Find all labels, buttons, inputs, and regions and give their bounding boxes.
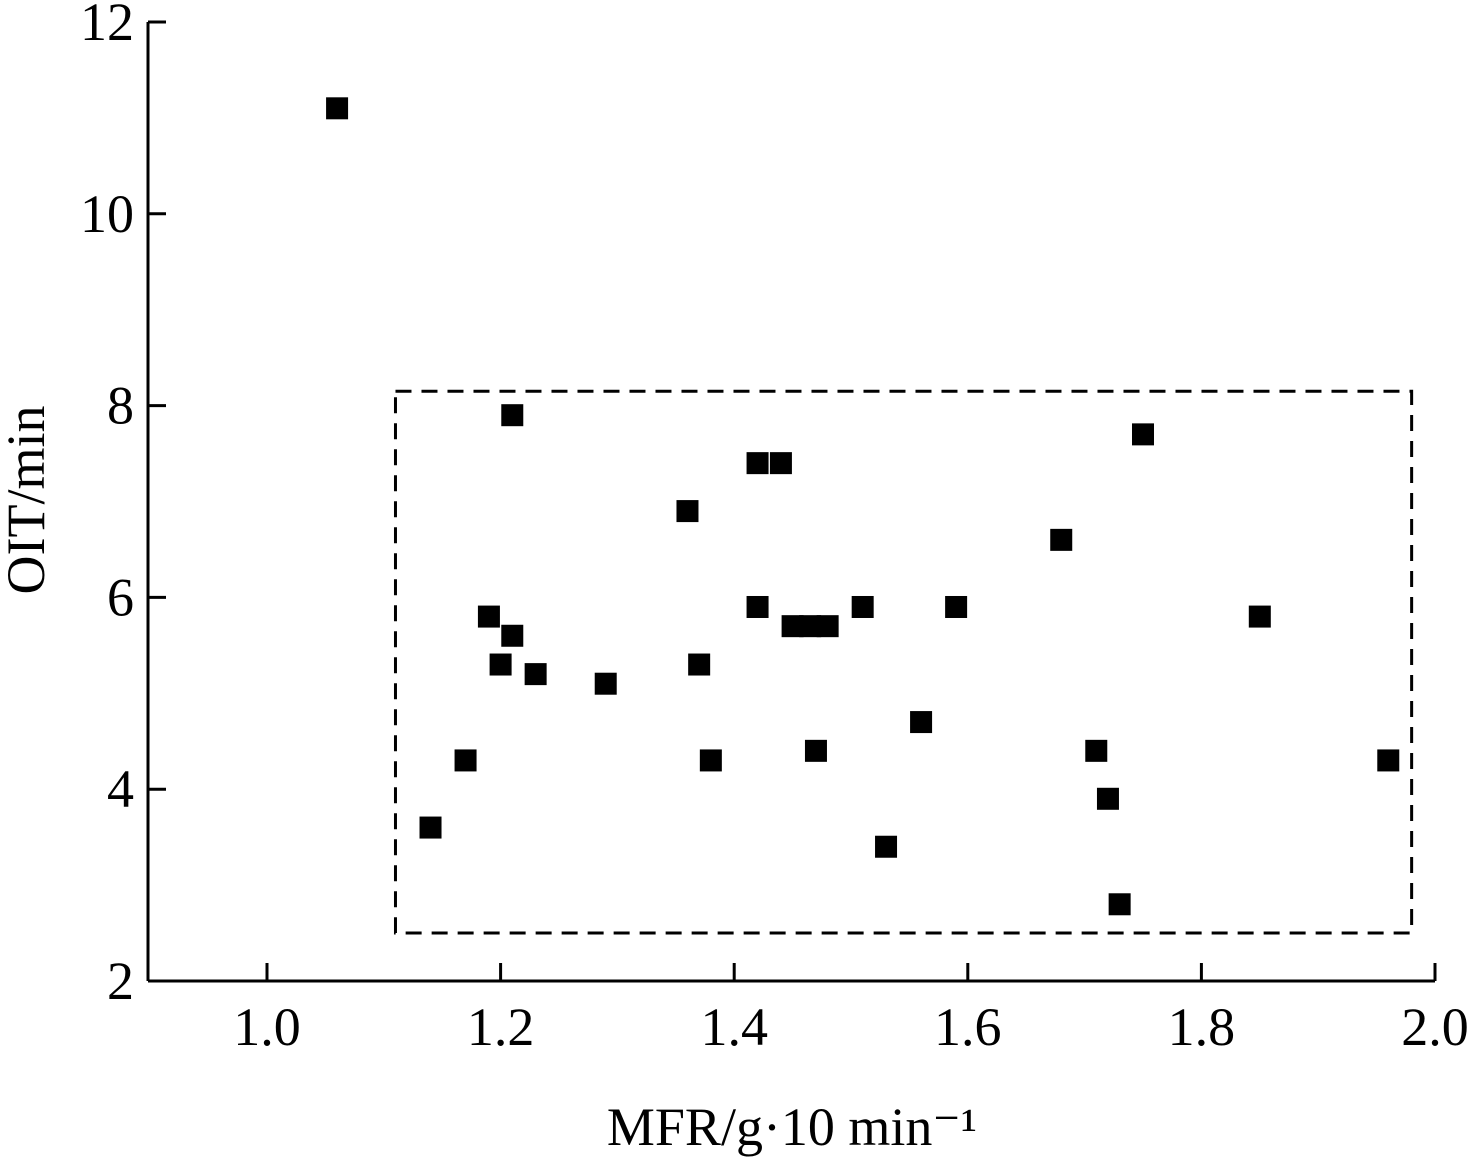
x-tick-label: 2.0 xyxy=(1401,997,1469,1057)
highlight-region xyxy=(393,389,1414,935)
y-tick-label: 8 xyxy=(107,376,134,436)
x-axis-label: MFR/g·10 min⁻¹ xyxy=(607,1097,977,1157)
y-tick-label: 12 xyxy=(80,0,134,52)
data-points xyxy=(326,97,1400,916)
x-ticks: 1.0 1.2 1.4 1.6 1.8 2.0 xyxy=(233,963,1469,1057)
data-point xyxy=(454,749,477,772)
y-tick-label: 10 xyxy=(80,184,134,244)
data-point xyxy=(1108,893,1131,916)
data-point xyxy=(524,663,547,686)
y-tick-label: 2 xyxy=(107,951,134,1011)
data-point xyxy=(769,452,792,475)
y-tick-label: 6 xyxy=(107,567,134,627)
data-point xyxy=(501,404,524,427)
x-tick-label: 1.4 xyxy=(700,997,768,1057)
data-point xyxy=(477,605,500,628)
data-point xyxy=(1377,749,1400,772)
data-point xyxy=(746,595,769,618)
data-point xyxy=(1050,528,1073,551)
y-tick-label: 4 xyxy=(107,759,134,819)
data-point xyxy=(419,816,442,839)
data-point xyxy=(489,653,512,676)
data-point xyxy=(945,595,968,618)
data-point xyxy=(699,749,722,772)
data-point xyxy=(1096,787,1119,810)
x-tick-label: 1.6 xyxy=(934,997,1002,1057)
data-point xyxy=(1132,423,1154,446)
x-tick-label: 1.8 xyxy=(1168,997,1236,1057)
x-tick-label: 1.0 xyxy=(233,997,301,1057)
data-point xyxy=(688,653,711,676)
data-point xyxy=(875,835,898,858)
data-point xyxy=(746,452,769,475)
y-axis-label: OIT/min xyxy=(0,406,56,595)
data-point xyxy=(910,711,933,734)
y-ticks: 2 4 6 8 10 12 xyxy=(80,0,166,1011)
data-point xyxy=(781,615,804,638)
data-point xyxy=(501,624,524,647)
data-point xyxy=(594,672,617,695)
data-point xyxy=(1085,739,1108,762)
data-point xyxy=(804,739,827,762)
data-point xyxy=(1248,605,1271,628)
data-point xyxy=(676,500,699,523)
data-point xyxy=(799,615,822,638)
axes xyxy=(146,22,1435,983)
data-point xyxy=(816,615,839,638)
data-point xyxy=(326,97,349,120)
data-point xyxy=(851,595,874,618)
x-tick-label: 1.2 xyxy=(467,997,535,1057)
